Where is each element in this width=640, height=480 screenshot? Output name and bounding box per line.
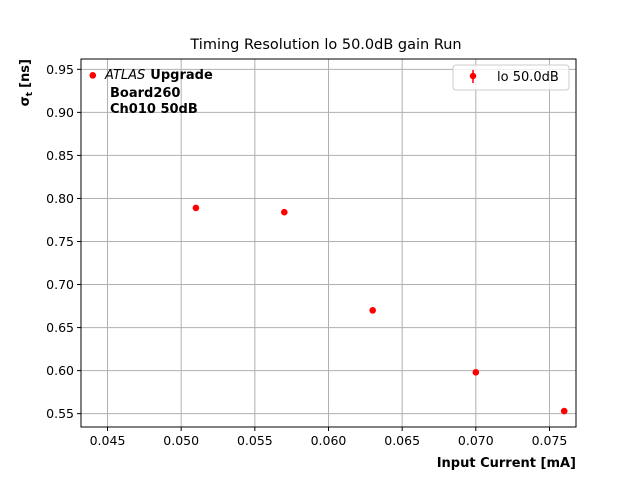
y-axis-label-unit: [ns] <box>18 59 33 88</box>
legend-label: lo 50.0dB <box>497 70 559 85</box>
y-tick-label: 0.75 <box>46 234 74 249</box>
annotation-line-1: ATLAS Upgrade <box>104 68 213 83</box>
data-point <box>89 72 97 79</box>
y-tick-label: 0.70 <box>46 277 74 292</box>
data-points <box>89 72 568 415</box>
x-tick-label: 0.075 <box>532 433 568 448</box>
x-tick-label: 0.065 <box>384 433 420 448</box>
legend: lo 50.0dB <box>452 64 570 91</box>
y-tick-label: 0.95 <box>46 62 74 77</box>
data-point <box>472 369 480 376</box>
y-tick-label: 0.55 <box>46 406 74 421</box>
y-tick-label: 0.65 <box>46 320 74 335</box>
annotation-line-3: Ch010 50dB <box>110 102 198 117</box>
y-tick-label: 0.90 <box>46 105 74 120</box>
data-point <box>369 307 376 314</box>
annotation-upgrade: Upgrade <box>150 68 213 83</box>
annotation-line-2: Board260 <box>110 86 180 101</box>
y-axis-label-subscript: t <box>25 91 35 96</box>
y-tick-label: 0.85 <box>46 148 74 163</box>
x-tick-label: 0.070 <box>458 433 494 448</box>
x-ticks: 0.045 0.050 0.055 0.060 0.065 0.070 0.075 <box>90 427 568 448</box>
data-point <box>560 407 568 415</box>
x-axis-label: Input Current [mA] <box>437 456 576 471</box>
legend-box <box>452 64 570 91</box>
y-tick-label: 0.80 <box>46 191 74 206</box>
legend-marker <box>469 72 477 80</box>
y-ticks: 0.55 0.60 0.65 0.70 0.75 0.80 0.85 0.90 0.95 <box>46 62 81 421</box>
y-axis-label: σt [ns] <box>18 59 35 106</box>
x-tick-label: 0.045 <box>90 433 126 448</box>
x-tick-label: 0.060 <box>311 433 347 448</box>
data-point <box>281 208 288 216</box>
atlas-annotation: ATLAS Upgrade Board260 Ch010 50dB <box>104 68 213 117</box>
y-tick-label: 0.60 <box>46 363 74 378</box>
annotation-atlas: ATLAS <box>104 68 145 83</box>
data-point <box>192 204 200 212</box>
grid <box>81 59 576 427</box>
x-tick-label: 0.055 <box>237 433 273 448</box>
x-tick-label: 0.050 <box>163 433 199 448</box>
chart-title: Timing Resolution lo 50.0dB gain Run <box>189 37 461 53</box>
y-axis-label-symbol: σ <box>18 96 33 106</box>
